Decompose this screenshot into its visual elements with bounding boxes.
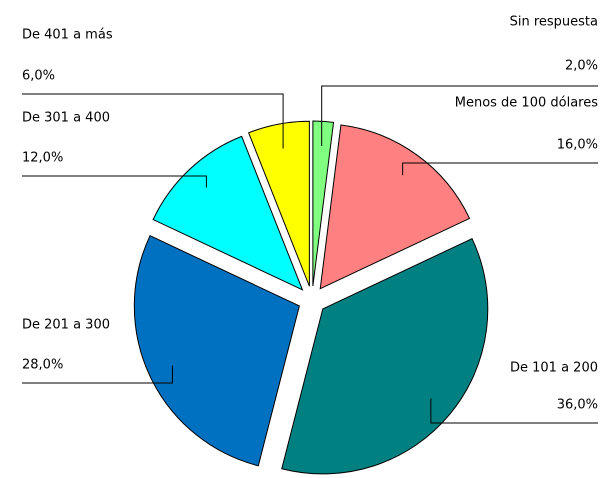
slice-label: De 401 a más: [22, 28, 113, 43]
leader-line: [402, 162, 598, 176]
leader-line: [22, 93, 284, 149]
slice-value-label: 36,0%: [557, 398, 598, 413]
slice-label: Menos de 100 dólares: [455, 96, 598, 111]
leader-line: [430, 398, 598, 424]
pie-slice: [247, 120, 310, 287]
pie-slice: [152, 135, 304, 291]
slice-label: De 101 a 200: [510, 361, 598, 376]
slice-label: Sin respuesta: [510, 15, 598, 30]
slice-value-label: 28,0%: [22, 358, 63, 373]
pie-slice: [319, 124, 471, 290]
slice-value-label: 12,0%: [22, 151, 63, 166]
pie-slice: [281, 238, 489, 475]
leader-line: [22, 365, 173, 384]
slice-label: De 201 a 300: [22, 318, 110, 333]
leader-line: [321, 85, 598, 147]
slice-value-label: 16,0%: [557, 138, 598, 153]
pie-slice: [312, 120, 335, 287]
slice-label: De 301 a 400: [22, 111, 110, 126]
leader-line: [22, 175, 207, 188]
pie-slice: [133, 235, 300, 467]
slice-value-label: 2,0%: [565, 59, 598, 74]
slice-value-label: 6,0%: [22, 69, 55, 84]
